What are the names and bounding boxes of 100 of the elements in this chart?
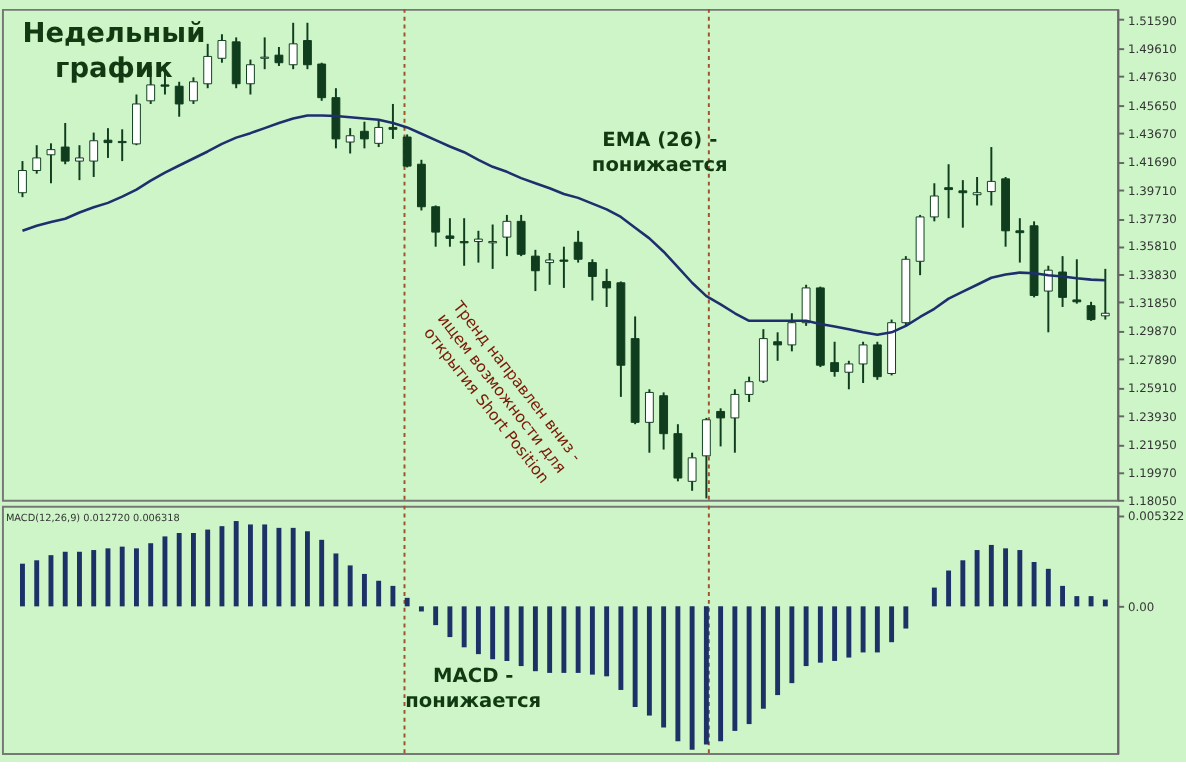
bar [504, 606, 510, 661]
bar [760, 606, 766, 709]
bar [34, 560, 40, 607]
bar [404, 597, 410, 607]
bar [1031, 561, 1037, 607]
candlestick [60, 122, 70, 166]
bar [561, 606, 567, 673]
bar [361, 573, 367, 607]
candlestick [345, 127, 355, 155]
candlestick [75, 144, 84, 182]
bar [247, 524, 253, 607]
candlestick [1100, 267, 1110, 321]
bar [675, 606, 681, 742]
bar [532, 606, 538, 672]
candlestick [32, 144, 42, 175]
candlestick [388, 102, 398, 140]
candlestick [787, 312, 797, 353]
bar [134, 548, 139, 607]
candlestick [231, 36, 241, 90]
candlestick [260, 36, 270, 71]
bar [589, 606, 595, 675]
bar [447, 606, 453, 638]
bar [646, 606, 652, 716]
bar [461, 606, 467, 648]
bar [262, 524, 268, 607]
candlestick [573, 229, 583, 264]
bar [475, 606, 481, 655]
bar [775, 606, 781, 696]
bar [490, 606, 496, 660]
bar [732, 606, 738, 731]
candlestick [103, 127, 113, 159]
bar [832, 606, 838, 661]
candlestick [929, 182, 939, 223]
candlestick [545, 252, 555, 286]
candlestick [488, 223, 498, 270]
bar [903, 606, 909, 629]
candlestick [1058, 255, 1067, 308]
bar [205, 529, 211, 607]
bar [846, 606, 852, 658]
bar [190, 532, 196, 607]
bar [661, 606, 667, 728]
annotation: EMA (26) - понижается [591, 130, 728, 177]
bar [433, 606, 439, 626]
bar [1088, 596, 1094, 607]
candlestick [1015, 217, 1025, 264]
candlestick [858, 340, 868, 384]
bar [162, 536, 168, 607]
candlestick [217, 33, 227, 64]
candlestick [872, 340, 882, 381]
candlestick [89, 131, 99, 178]
bar [689, 606, 695, 750]
candlestick [530, 248, 540, 293]
candlestick [559, 245, 569, 289]
bar [233, 521, 239, 607]
bar [946, 570, 952, 607]
candlestick [659, 391, 669, 451]
bar [376, 580, 382, 607]
bar [703, 606, 709, 745]
candlestick [516, 213, 526, 258]
bar [988, 544, 994, 607]
bar [304, 531, 310, 607]
candlestick [744, 375, 754, 403]
candlestick [1086, 300, 1096, 322]
bar [276, 527, 282, 607]
candlestick [317, 61, 327, 102]
candlestick [602, 267, 612, 308]
candlestick [331, 87, 341, 150]
bar [77, 551, 82, 607]
candlestick [687, 451, 697, 492]
candlestick [801, 283, 811, 327]
bar [803, 606, 809, 667]
bar [333, 553, 339, 607]
bar [547, 606, 553, 673]
bar [746, 606, 752, 725]
candlestick [773, 331, 783, 362]
bar [1060, 585, 1066, 607]
bar [860, 606, 866, 653]
bar [974, 550, 980, 607]
candlestick [117, 128, 127, 163]
bar [575, 606, 581, 673]
candlestick [417, 158, 426, 212]
bar [604, 606, 610, 677]
bar [817, 606, 823, 663]
candlestick [1072, 258, 1082, 305]
bar [960, 560, 966, 607]
bar [1045, 568, 1051, 607]
candlestick [203, 42, 213, 90]
candlestick [174, 80, 184, 118]
candlestick [445, 217, 455, 248]
bar [1074, 596, 1080, 607]
candlestick [1043, 264, 1053, 334]
bar [889, 606, 895, 643]
text: Недельный график [22, 18, 206, 85]
candlestick [46, 142, 56, 185]
bar [931, 587, 937, 607]
candlestick [958, 179, 968, 229]
candlestick [374, 118, 384, 149]
candlestick [18, 160, 27, 199]
candlestick [274, 46, 284, 67]
bar [319, 539, 325, 607]
